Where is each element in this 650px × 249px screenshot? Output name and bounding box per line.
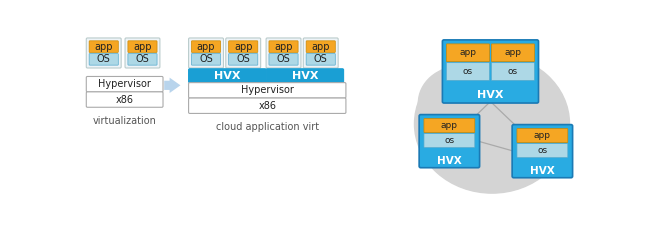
FancyBboxPatch shape: [517, 144, 568, 158]
FancyBboxPatch shape: [89, 54, 118, 65]
Text: OS: OS: [277, 54, 291, 64]
Ellipse shape: [473, 62, 534, 114]
Text: virtualization: virtualization: [93, 116, 157, 126]
Text: x86: x86: [116, 95, 134, 105]
Text: app: app: [133, 42, 151, 52]
Ellipse shape: [444, 61, 509, 115]
FancyBboxPatch shape: [86, 76, 163, 92]
Text: HVX: HVX: [437, 156, 461, 166]
FancyBboxPatch shape: [128, 41, 157, 53]
FancyBboxPatch shape: [86, 92, 163, 107]
FancyBboxPatch shape: [226, 38, 261, 68]
Text: HVX: HVX: [530, 166, 554, 176]
Ellipse shape: [419, 66, 504, 140]
FancyBboxPatch shape: [188, 38, 224, 68]
Text: app: app: [94, 42, 113, 52]
FancyBboxPatch shape: [266, 38, 301, 68]
Ellipse shape: [415, 55, 569, 193]
FancyBboxPatch shape: [89, 41, 118, 53]
FancyBboxPatch shape: [229, 41, 258, 53]
Ellipse shape: [457, 128, 527, 178]
Text: os: os: [508, 67, 518, 76]
Text: HVX: HVX: [214, 71, 240, 81]
FancyBboxPatch shape: [304, 38, 338, 68]
Polygon shape: [164, 78, 181, 93]
FancyBboxPatch shape: [424, 119, 474, 132]
Text: OS: OS: [314, 54, 328, 64]
Text: x86: x86: [258, 101, 276, 111]
Text: OS: OS: [237, 54, 250, 64]
FancyBboxPatch shape: [266, 69, 344, 83]
Ellipse shape: [479, 68, 560, 138]
FancyBboxPatch shape: [192, 54, 220, 65]
FancyBboxPatch shape: [269, 41, 298, 53]
FancyBboxPatch shape: [424, 134, 474, 148]
FancyBboxPatch shape: [447, 63, 489, 80]
Text: HVX: HVX: [292, 71, 318, 81]
FancyBboxPatch shape: [192, 41, 220, 53]
FancyBboxPatch shape: [443, 40, 538, 103]
FancyBboxPatch shape: [512, 124, 573, 178]
FancyBboxPatch shape: [491, 63, 534, 80]
FancyBboxPatch shape: [86, 38, 121, 68]
Text: Hypervisor: Hypervisor: [98, 79, 151, 89]
Ellipse shape: [473, 115, 554, 176]
FancyBboxPatch shape: [419, 115, 480, 168]
Text: app: app: [274, 42, 292, 52]
Text: OS: OS: [136, 54, 150, 64]
FancyBboxPatch shape: [491, 44, 534, 62]
FancyBboxPatch shape: [188, 98, 346, 114]
Text: OS: OS: [199, 54, 213, 64]
Text: app: app: [460, 48, 476, 57]
FancyBboxPatch shape: [447, 44, 489, 62]
FancyBboxPatch shape: [517, 128, 568, 142]
Text: app: app: [197, 42, 215, 52]
Text: app: app: [504, 48, 521, 57]
Text: app: app: [311, 42, 330, 52]
Text: app: app: [534, 131, 551, 140]
FancyBboxPatch shape: [229, 54, 258, 65]
Text: cloud application virt: cloud application virt: [216, 122, 318, 132]
FancyBboxPatch shape: [269, 54, 298, 65]
Text: app: app: [441, 121, 458, 130]
Ellipse shape: [427, 113, 508, 175]
FancyBboxPatch shape: [128, 54, 157, 65]
FancyBboxPatch shape: [306, 54, 335, 65]
FancyBboxPatch shape: [125, 38, 160, 68]
FancyBboxPatch shape: [188, 69, 266, 83]
FancyBboxPatch shape: [306, 41, 335, 53]
Text: os: os: [445, 136, 454, 145]
Text: HVX: HVX: [477, 90, 504, 100]
Text: Hypervisor: Hypervisor: [240, 85, 294, 95]
Text: OS: OS: [97, 54, 110, 64]
Text: os: os: [538, 146, 547, 155]
Text: os: os: [463, 67, 473, 76]
FancyBboxPatch shape: [188, 83, 346, 98]
Text: app: app: [234, 42, 252, 52]
